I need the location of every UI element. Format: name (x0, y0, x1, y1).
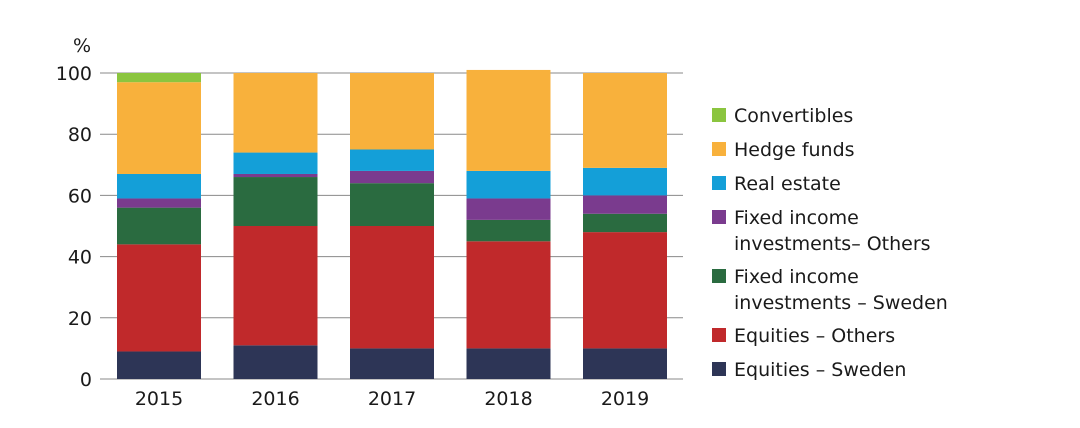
bar-segment (350, 226, 434, 349)
legend-label: investments– Others (734, 233, 931, 255)
bar-segment (466, 241, 551, 349)
bar-segment (466, 219, 551, 242)
bar-segment (350, 149, 434, 171)
legend-label: Fixed income (734, 266, 859, 288)
bar-segment (117, 173, 201, 199)
legend-label: investments – Sweden (734, 292, 948, 314)
legend-swatch (712, 210, 726, 224)
bar-segment (233, 73, 318, 153)
x-tick-label: 2016 (251, 388, 299, 410)
y-tick-label: 40 (68, 247, 92, 269)
legend-swatch (712, 108, 726, 122)
legend-item: Equities – Sweden (712, 359, 906, 381)
bar-segment (350, 73, 434, 150)
bar-segment (117, 198, 201, 208)
bar-segment (466, 69, 551, 171)
bar-segment (583, 232, 667, 349)
legend-item: Real estate (712, 173, 841, 195)
x-tick-label: 2018 (484, 388, 532, 410)
y-tick-label: 20 (68, 308, 92, 330)
legend-swatch (712, 142, 726, 156)
bar-segment (117, 73, 201, 83)
legend-label: Fixed income (734, 207, 859, 229)
legend-item: Equities – Others (712, 325, 895, 347)
x-axis-ticks: 2015 2016 2017 2018 2019 (135, 388, 649, 410)
bars (117, 69, 667, 379)
y-tick-label: 60 (68, 185, 92, 207)
legend-swatch (712, 328, 726, 342)
y-axis-unit-label: % (73, 35, 91, 57)
legend-swatch (712, 362, 726, 376)
x-tick-label: 2019 (601, 388, 649, 410)
x-tick-label: 2015 (135, 388, 183, 410)
bar-segment (350, 170, 434, 184)
legend-swatch (712, 176, 726, 190)
legend-label: Convertibles (734, 105, 853, 127)
bar-segment (117, 244, 201, 352)
bar-segment (117, 207, 201, 245)
bar-segment (117, 82, 201, 174)
bar-segment (583, 348, 667, 379)
bar-segment (233, 177, 318, 226)
bar-segment (466, 170, 551, 199)
bar-segment (233, 152, 318, 174)
y-axis-ticks: 0 20 40 60 80 100 (56, 63, 92, 391)
legend-item: Convertibles (712, 105, 853, 127)
bar-segment (466, 198, 551, 220)
legend-label: Equities – Sweden (734, 359, 906, 381)
legend-label: Equities – Others (734, 325, 895, 347)
legend-item: Hedge funds (712, 139, 855, 161)
y-tick-label: 80 (68, 124, 92, 146)
legend-label: Real estate (734, 173, 841, 195)
bar-segment (466, 348, 551, 379)
bar-segment (350, 348, 434, 379)
legend-swatch (712, 269, 726, 283)
bar-segment (233, 226, 318, 346)
legend: Convertibles Hedge funds Real estate Fixed … (712, 105, 948, 381)
bar-segment (117, 351, 201, 379)
bar-segment (350, 183, 434, 226)
bar-segment (233, 173, 318, 178)
y-tick-label: 100 (56, 63, 92, 85)
bar-segment (583, 167, 667, 196)
bar-segment (583, 195, 667, 214)
bar-segment (233, 345, 318, 379)
x-tick-label: 2017 (368, 388, 416, 410)
legend-item: Fixed income investments – Sweden (712, 266, 948, 314)
legend-item: Fixed income investments– Others (712, 207, 931, 255)
bar-segment (583, 73, 667, 168)
bar-segment (583, 213, 667, 233)
legend-label: Hedge funds (734, 139, 855, 161)
y-tick-label: 0 (80, 369, 92, 391)
